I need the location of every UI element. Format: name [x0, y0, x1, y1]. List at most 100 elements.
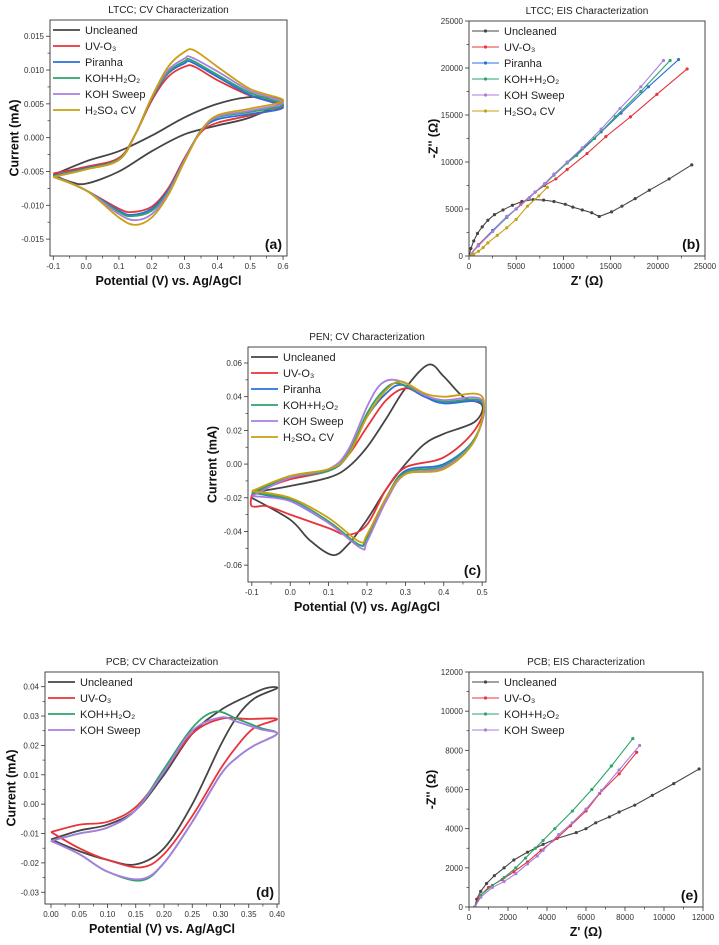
legend-item: Uncleaned	[48, 677, 133, 689]
x-tick-label: 8000	[616, 913, 634, 922]
legend: Uncleaned UV-O₃ KOH+H₂O₂ KOH Sweep	[48, 677, 141, 737]
legend-marker	[483, 680, 488, 684]
legend-item: KOH+H₂O₂	[48, 709, 135, 721]
series-uncleaned-point	[510, 203, 515, 207]
series-koh-sweep-point	[638, 743, 642, 748]
series-koh-sweep-line	[251, 378, 485, 551]
panel-label: (c)	[464, 562, 481, 578]
series-uv-o--point	[635, 750, 639, 754]
series-koh-sweep-point	[600, 788, 604, 793]
series-uncleaned-point	[580, 208, 584, 212]
legend-item: UV-O₃	[251, 368, 314, 380]
series-koh-h-o--point	[502, 876, 506, 880]
panel-label: (a)	[265, 236, 282, 252]
series-koh-sweep-point	[535, 854, 539, 858]
series-koh-h-o--point	[590, 787, 594, 792]
chart-title: PCB; EIS Characterization	[527, 657, 645, 668]
x-axis-label: Potential (V) vs. Ag/AgCl	[294, 600, 440, 614]
y-tick-label: 0.005	[24, 100, 45, 109]
x-tick-label: 0.4	[438, 588, 450, 597]
plot-area	[473, 736, 701, 907]
series-koh-h-o--point	[668, 58, 672, 63]
series-uncleaned-point	[492, 213, 497, 217]
series-uncleaned-line	[251, 363, 484, 556]
legend-item: H₂SO₄ CV	[53, 105, 137, 117]
x-tick-label: 0.6	[277, 262, 289, 271]
series-koh-sweep-point	[639, 85, 643, 89]
series-uncleaned-point	[541, 842, 545, 846]
series-uncleaned-point	[502, 866, 506, 870]
legend-item: KOH Sweep	[472, 90, 565, 102]
y-tick-label: 2000	[445, 864, 463, 873]
panel-label: (b)	[682, 236, 700, 252]
series-uncleaned-point	[479, 889, 483, 893]
series-uncleaned-point	[590, 211, 594, 215]
y-tick-label: 0.04	[23, 683, 39, 692]
x-tick-label: 0.2	[361, 588, 373, 597]
series-uv-o--point	[655, 92, 659, 96]
x-tick-label: 0.3	[179, 262, 191, 271]
series-uncleaned-point	[571, 205, 575, 209]
series-koh-sweep-point	[661, 58, 666, 63]
legend: Uncleaned UV-O₃ KOH+H₂O₂ KOH Sweep	[472, 677, 565, 737]
series-koh-h-o--point	[570, 809, 574, 813]
y-tick-label: 0.00	[226, 460, 242, 469]
series-uncleaned-point	[512, 858, 516, 862]
y-tick-label: 8000	[445, 746, 463, 755]
x-tick-label: 0.35	[241, 910, 257, 919]
legend-item: Piranha	[251, 384, 322, 396]
legend-item: H₂SO₄ CV	[251, 432, 335, 444]
plot-area	[249, 363, 485, 556]
plot-area	[52, 48, 284, 226]
x-tick-label: -0.1	[46, 262, 60, 271]
legend-item: KOH+H₂O₂	[472, 74, 559, 86]
series-koh-h-o--line	[469, 60, 671, 256]
legend-label: H₂SO₄ CV	[85, 105, 137, 117]
series-koh-h-o--line	[474, 738, 634, 907]
y-tick-label: 0	[459, 903, 464, 912]
legend-marker	[483, 109, 488, 113]
y-tick-label: -0.02	[21, 859, 40, 868]
series-h-so-cv-point	[481, 245, 485, 250]
legend-marker	[483, 712, 488, 716]
series-uncleaned-point	[484, 881, 489, 886]
y-tick-label: 0.00	[23, 800, 39, 809]
series-h-so-cv-point	[537, 194, 541, 198]
chart-title: LTCC; EIS Characterization	[526, 6, 649, 17]
x-tick-label: 10000	[552, 262, 575, 271]
series-koh-sweep-point	[476, 244, 481, 248]
legend-label: Piranha	[504, 58, 543, 70]
y-tick-label: 4000	[445, 825, 463, 834]
x-tick-label: 0.3	[400, 588, 412, 597]
legend-label: H₂SO₄ CV	[283, 432, 335, 444]
x-tick-label: 0.05	[71, 910, 87, 919]
y-tick-label: 0.000	[24, 134, 45, 143]
x-tick-label: 15000	[599, 262, 622, 271]
y-tick-label: 0.04	[226, 393, 242, 402]
x-tick-label: 20000	[647, 262, 670, 271]
series-uncleaned-point	[469, 246, 473, 251]
legend-label: KOH Sweep	[283, 416, 344, 428]
series-koh-sweep-point	[527, 196, 532, 200]
y-tick-label: 10000	[441, 158, 464, 167]
plot-area	[50, 686, 279, 882]
chart-panel-a: LTCC; CV Characterization -0.1 0.0 0.1 0.2 0.…	[7, 5, 289, 288]
series-koh-sweep-point	[584, 807, 588, 811]
series-koh-sweep-point	[565, 160, 569, 164]
plot-frame	[468, 20, 706, 257]
y-axis-label: -Z'' (Ω)	[426, 119, 440, 159]
legend-item: Uncleaned	[472, 26, 557, 38]
chart-panel-b: LTCC; EIS Characterization 0 5000 10000 1500…	[426, 6, 716, 288]
series-koh-sweep-point	[557, 832, 561, 837]
legend-label: KOH+H₂O₂	[80, 709, 135, 721]
series-koh-h-o--point	[514, 866, 518, 870]
chart-panel-c: PEN; CV Characterization -0.1 0.0 0.1 0.2 0.3…	[205, 332, 488, 614]
legend-item: KOH Sweep	[53, 89, 146, 101]
legend-label: Piranha	[85, 57, 124, 69]
series-uncleaned-point	[480, 225, 484, 229]
legend-marker	[483, 61, 488, 65]
legend-item: UV-O₃	[53, 41, 116, 53]
series-uv-o--line	[50, 717, 278, 869]
series-uv-o--point	[554, 177, 558, 181]
